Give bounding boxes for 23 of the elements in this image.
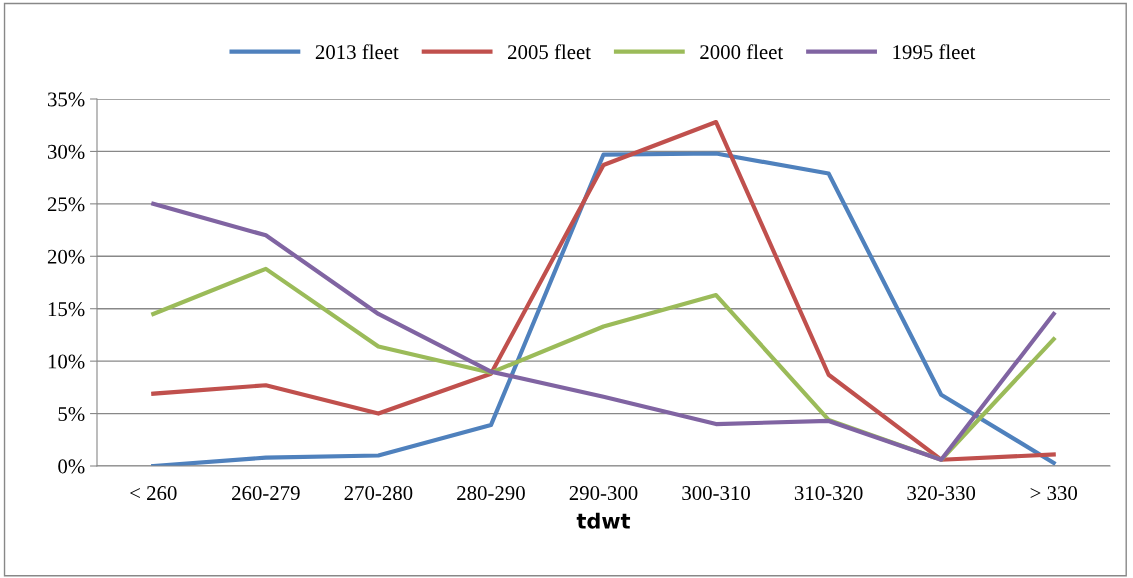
y-tick-label: 20%: [47, 249, 85, 264]
x-tick-label: 320-330: [907, 486, 976, 501]
y-tick-label: 30%: [48, 144, 85, 159]
x-tick-label: 270-280: [344, 486, 413, 501]
y-tick-label: 10%: [48, 354, 85, 369]
x-tick-label: 310-320: [794, 486, 863, 501]
y-tick-label: 0%: [58, 459, 85, 474]
legend-label: 2000 fleet: [700, 44, 784, 60]
x-tick-label: 300-310: [682, 486, 750, 501]
y-tick-label: 5%: [58, 406, 85, 422]
y-tick-label: 25%: [47, 197, 85, 212]
x-tick-label: 290-300: [569, 486, 638, 501]
y-tick-label: 15%: [48, 302, 85, 317]
x-tick-label: < 260: [130, 486, 177, 501]
y-tick-label: 35%: [48, 92, 85, 107]
legend-label: 2005 fleet: [508, 44, 591, 60]
legend-label: 2013 fleet: [315, 44, 399, 60]
x-tick-label: > 330: [1030, 486, 1078, 501]
line-series: [151, 201, 1056, 462]
legend-label: 1995 fleet: [893, 44, 976, 60]
x-tick-label: 280-290: [457, 486, 525, 501]
x-axis-title: tdwt: [576, 512, 631, 529]
x-tick-label: 260-279: [232, 486, 300, 501]
